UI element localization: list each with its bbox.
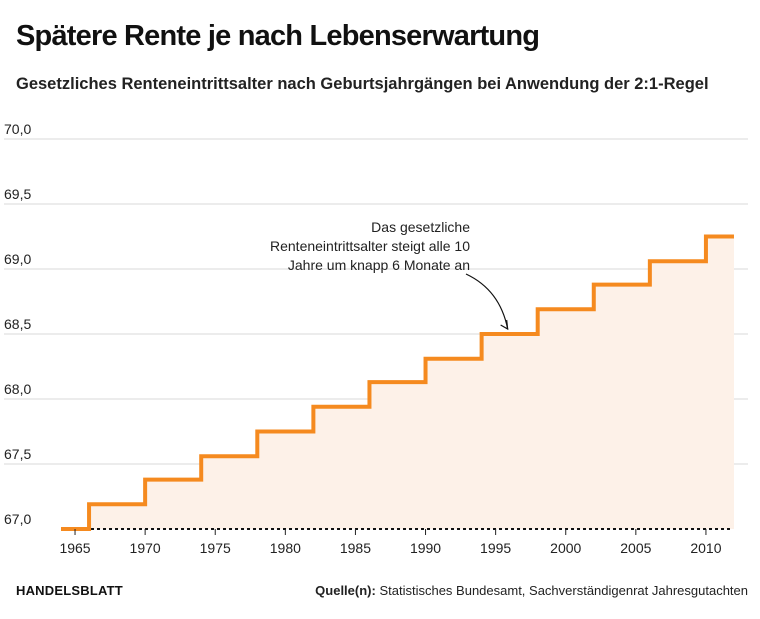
x-tick-label: 1965 [59, 540, 90, 556]
x-tick-label: 2000 [550, 540, 581, 556]
source-note: Quelle(n): Statistisches Bundesamt, Sach… [315, 583, 748, 598]
series-line [61, 234, 734, 531]
annotation-arrowhead [500, 319, 509, 331]
x-tick-label: 1995 [480, 540, 511, 556]
x-tick-label: 1980 [270, 540, 301, 556]
x-tick-label: 1985 [340, 540, 371, 556]
y-tick-label: 68,0 [4, 381, 31, 397]
y-tick-label: 69,5 [4, 186, 31, 202]
annotation-text: Das gesetzliche [371, 219, 470, 235]
y-tick-label: 70,0 [4, 121, 31, 137]
y-tick-label: 69,0 [4, 251, 31, 267]
y-tick-label: 67,5 [4, 446, 31, 462]
annotation-arrow [465, 273, 509, 330]
x-tick-label: 2010 [690, 540, 721, 556]
source-text: Statistisches Bundesamt, Sachverständige… [379, 583, 748, 598]
chart-title: Spätere Rente je nach Lebenserwartung [16, 20, 540, 52]
annotation-text: Renteneintrittsalter steigt alle 10 [270, 238, 470, 254]
x-tick-label: 1990 [410, 540, 441, 556]
brand-logo: HANDELSBLATT [16, 583, 123, 598]
y-tick-label: 68,5 [4, 316, 31, 332]
y-tick-label: 67,0 [4, 511, 31, 527]
annotation-text: Jahre um knapp 6 Monate an [288, 257, 470, 273]
x-tick-label: 1970 [130, 540, 161, 556]
x-tick-label: 2005 [620, 540, 651, 556]
chart-subtitle: Gesetzliches Renteneintrittsalter nach G… [16, 75, 709, 93]
source-label: Quelle(n): [315, 583, 376, 598]
x-tick-label: 1975 [200, 540, 231, 556]
